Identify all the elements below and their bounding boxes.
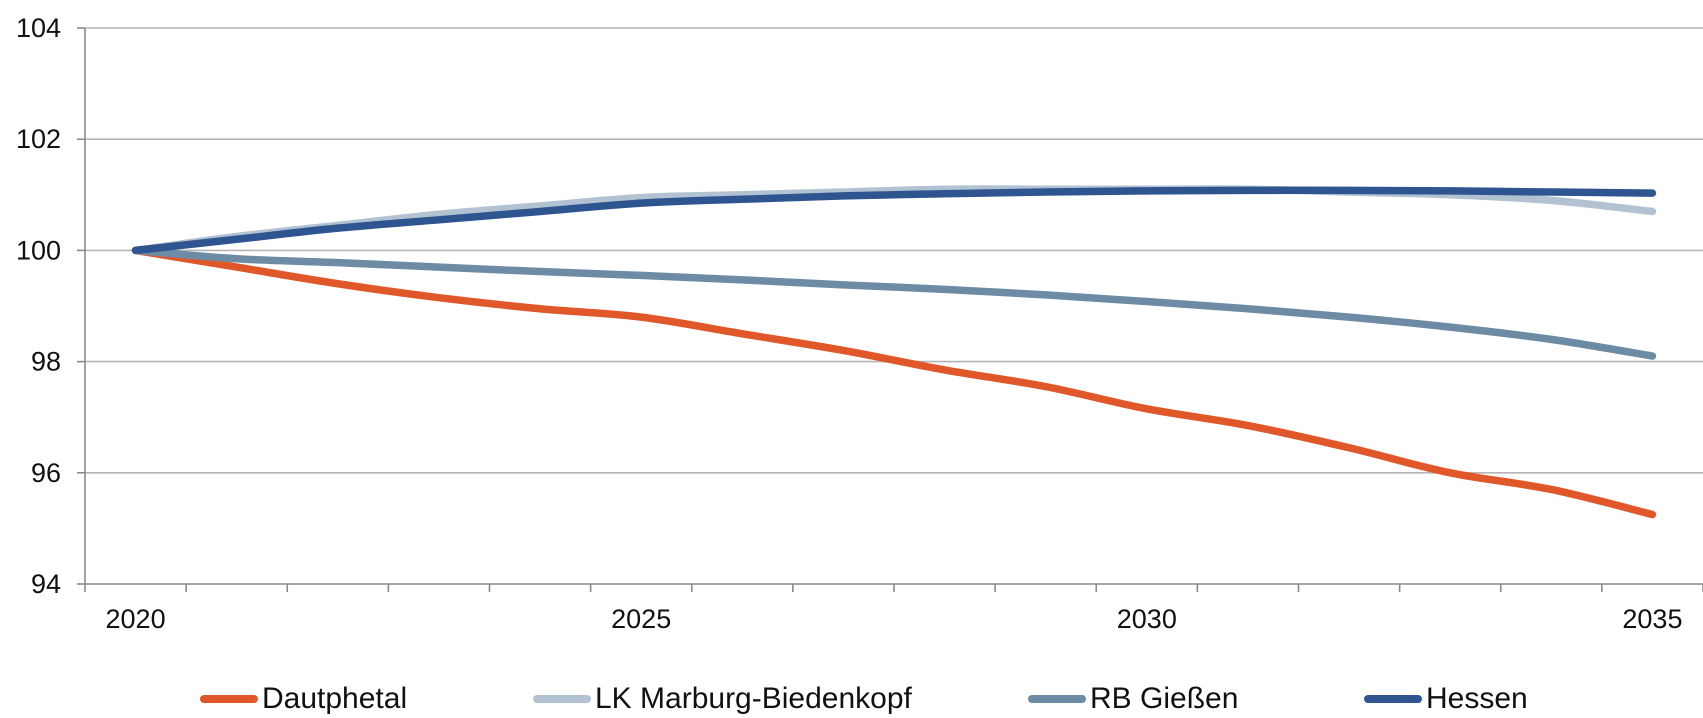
axes: [77, 27, 1703, 592]
y-tick-label-94: 94: [31, 569, 61, 599]
y-tick-label-102: 102: [16, 124, 61, 154]
series-line-hessen: [131, 186, 1657, 255]
series-lines: [131, 185, 1657, 519]
legend-swatch-dautphetal: [200, 695, 258, 703]
legend-item-lk-marburg-biedenkopf: LK Marburg-Biedenkopf: [533, 680, 912, 718]
y-tick-label-100: 100: [16, 235, 61, 265]
legend-item-hessen: Hessen: [1364, 680, 1528, 718]
x-axis-tick-labels: 2020 2025 2030 2035: [106, 604, 1683, 634]
y-tick-label-98: 98: [31, 347, 61, 377]
gridlines: [85, 27, 1703, 474]
y-axis-tick-labels: 94 96 98 100 102 104: [16, 13, 61, 599]
series-line-rb-giessen: [131, 246, 1657, 360]
legend-swatch-lk-marburg-biedenkopf: [533, 695, 591, 703]
legend-swatch-hessen: [1364, 695, 1422, 703]
x-tick-label-2020: 2020: [106, 604, 166, 634]
legend-item-rb-giessen: RB Gießen: [1028, 680, 1238, 718]
x-tick-label-2035: 2035: [1622, 604, 1682, 634]
y-tick-label-96: 96: [31, 458, 61, 488]
legend-label-lk-marburg-biedenkopf: LK Marburg-Biedenkopf: [595, 682, 912, 715]
x-tick-label-2025: 2025: [611, 604, 671, 634]
legend-swatch-rb-giessen: [1028, 695, 1086, 703]
legend: Dautphetal LK Marburg-Biedenkopf RB Gieß…: [0, 680, 1703, 718]
x-tick-label-2030: 2030: [1117, 604, 1177, 634]
legend-label-dautphetal: Dautphetal: [262, 682, 408, 715]
legend-item-dautphetal: Dautphetal: [200, 680, 407, 718]
series-line-dautphetal: [131, 246, 1657, 519]
line-chart: 94 96 98 100 102 104 2020 2025 2030 2035: [16, 13, 1703, 634]
legend-label-rb-giessen: RB Gießen: [1090, 682, 1239, 715]
y-tick-label-104: 104: [16, 13, 61, 43]
legend-label-hessen: Hessen: [1426, 682, 1528, 715]
